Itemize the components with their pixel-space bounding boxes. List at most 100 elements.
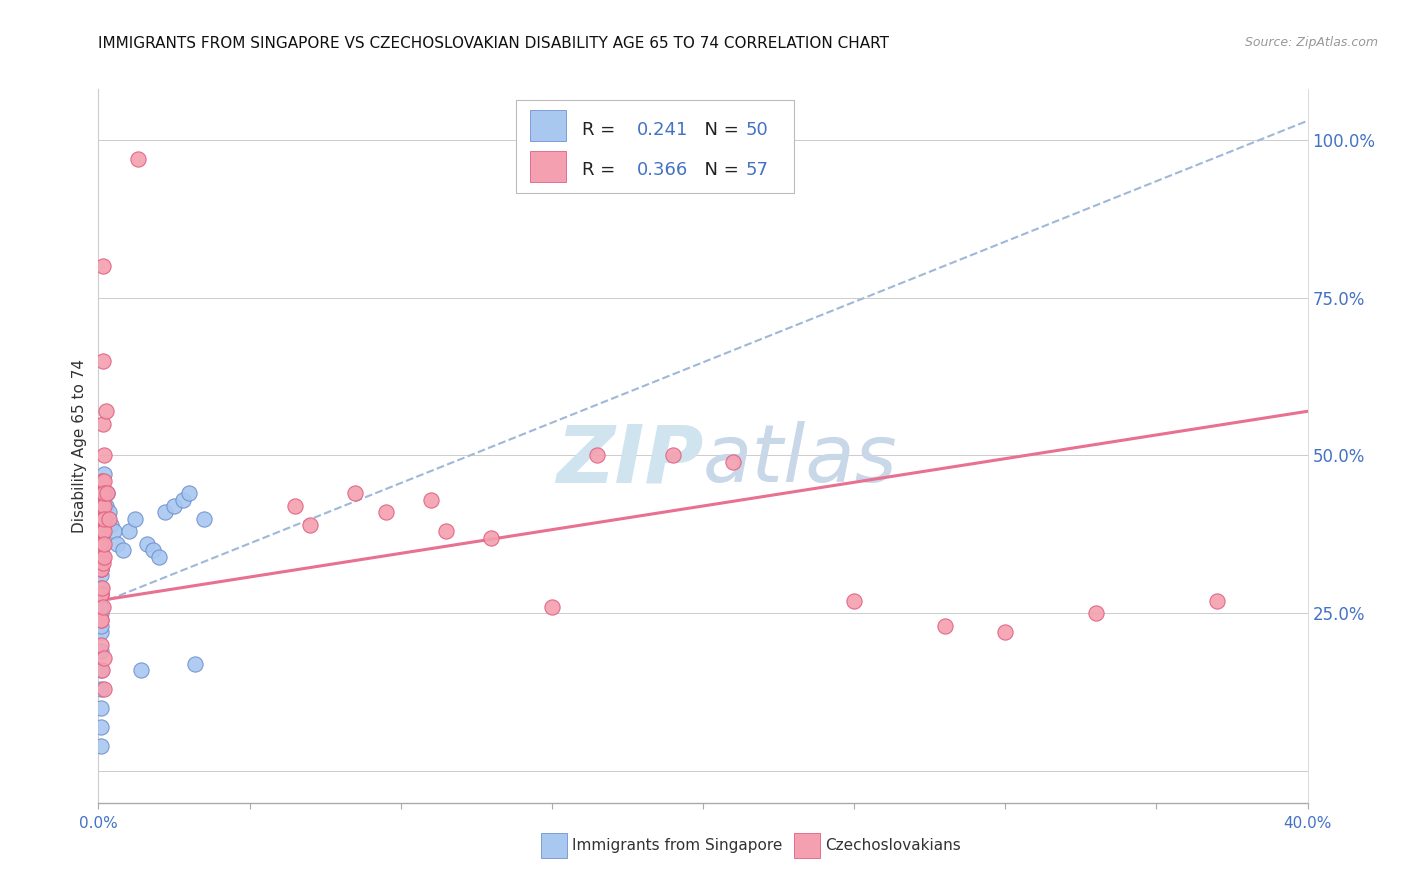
Point: [105, 537, 128, 551]
Text: 0.241: 0.241: [637, 121, 688, 139]
Point: [93, 474, 115, 488]
Point: [103, 524, 125, 539]
Point: [374, 505, 396, 519]
Point: [90, 543, 112, 558]
Text: Czechoslovakians: Czechoslovakians: [825, 838, 962, 853]
Point: [184, 657, 207, 671]
Point: [90, 587, 112, 601]
Point: [90, 474, 112, 488]
Point: [98, 505, 121, 519]
Text: ZIP: ZIP: [555, 421, 703, 500]
Point: [90, 511, 112, 525]
Point: [135, 537, 157, 551]
Point: [90, 537, 112, 551]
Point: [91, 581, 114, 595]
Point: [111, 543, 134, 558]
Text: 40.0%: 40.0%: [1284, 816, 1331, 831]
Point: [96, 486, 118, 500]
Point: [127, 152, 149, 166]
Point: [91, 663, 114, 677]
Point: [172, 492, 194, 507]
Point: [723, 455, 745, 469]
Point: [94, 499, 117, 513]
Point: [129, 663, 152, 677]
Y-axis label: Disability Age 65 to 74: Disability Age 65 to 74: [72, 359, 87, 533]
Text: N =: N =: [693, 161, 745, 178]
Point: [93, 486, 115, 500]
Point: [90, 511, 112, 525]
Point: [90, 720, 112, 734]
Text: atlas: atlas: [703, 421, 898, 500]
Point: [90, 644, 112, 658]
Point: [91, 549, 114, 564]
Point: [90, 701, 112, 715]
Point: [90, 562, 112, 576]
Point: [91, 492, 114, 507]
Point: [96, 486, 118, 500]
Point: [90, 537, 112, 551]
Point: [94, 404, 117, 418]
Point: [420, 492, 443, 507]
Text: 0.366: 0.366: [637, 161, 688, 178]
Point: [94, 505, 117, 519]
Point: [90, 568, 112, 582]
Point: [193, 511, 215, 525]
Text: 57: 57: [745, 161, 768, 178]
Point: [1085, 607, 1108, 621]
Point: [90, 682, 112, 697]
Point: [994, 625, 1017, 640]
Point: [93, 467, 115, 482]
Point: [91, 600, 114, 615]
Point: [434, 524, 457, 539]
Point: [91, 511, 114, 525]
Point: [124, 511, 146, 525]
Point: [90, 739, 112, 753]
Point: [90, 531, 112, 545]
Point: [93, 511, 115, 525]
Point: [91, 499, 114, 513]
Point: [90, 581, 112, 595]
Point: [98, 511, 121, 525]
Text: Source: ZipAtlas.com: Source: ZipAtlas.com: [1244, 36, 1378, 49]
Point: [163, 499, 186, 513]
Point: [91, 353, 114, 368]
Point: [90, 511, 112, 525]
Point: [90, 524, 112, 539]
Point: [90, 600, 112, 615]
Text: Immigrants from Singapore: Immigrants from Singapore: [572, 838, 783, 853]
Point: [93, 650, 115, 665]
Point: [100, 517, 122, 532]
Bar: [530, 110, 567, 141]
Point: [91, 259, 114, 273]
Point: [91, 511, 114, 525]
Point: [93, 682, 115, 697]
Point: [91, 517, 114, 532]
Point: [91, 524, 114, 539]
Point: [90, 562, 112, 576]
Point: [90, 613, 112, 627]
Point: [90, 492, 112, 507]
Point: [90, 549, 112, 564]
Text: 0.0%: 0.0%: [79, 816, 118, 831]
Point: [90, 613, 112, 627]
Point: [179, 486, 201, 500]
Point: [90, 663, 112, 677]
Point: [91, 524, 114, 539]
Point: [481, 531, 503, 545]
Point: [284, 499, 307, 513]
Text: 50: 50: [745, 121, 768, 139]
Text: N =: N =: [693, 121, 745, 139]
Point: [93, 449, 115, 463]
Point: [90, 619, 112, 633]
Text: R =: R =: [582, 161, 621, 178]
Point: [90, 587, 112, 601]
Point: [148, 549, 170, 564]
Point: [93, 499, 115, 513]
Point: [90, 638, 112, 652]
Point: [90, 486, 112, 500]
Point: [93, 524, 115, 539]
Point: [90, 625, 112, 640]
Point: [1206, 593, 1229, 607]
Point: [662, 449, 685, 463]
Point: [90, 486, 112, 500]
